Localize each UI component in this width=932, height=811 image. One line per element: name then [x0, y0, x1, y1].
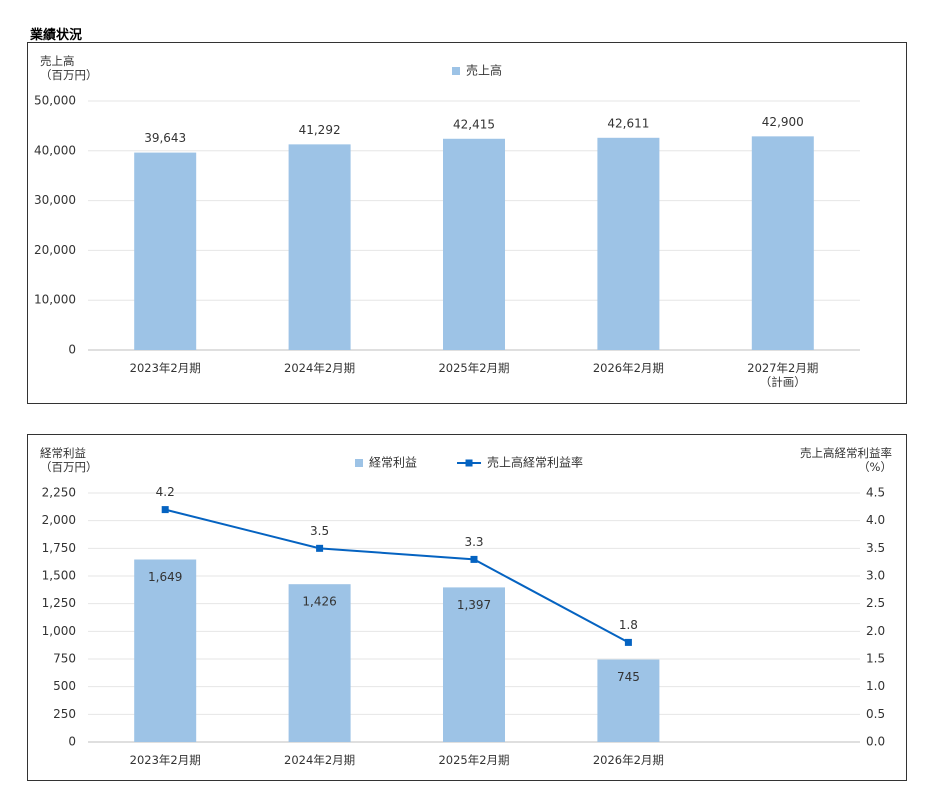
- y-tick-label: 30,000: [34, 193, 76, 207]
- page-heading: 業績状況: [30, 28, 83, 43]
- data-label: 1,649: [148, 570, 182, 584]
- x-tick-label: 2025年2月期: [438, 753, 510, 767]
- bar: [134, 559, 197, 742]
- y-axis-label: 経常利益 （百万円）: [40, 446, 98, 474]
- x-tick-label: 2025年2月期: [438, 361, 510, 375]
- data-label: 42,611: [607, 116, 649, 130]
- y2-tick-label: 1.5: [866, 652, 885, 666]
- x-tick-label: 2024年2月期: [284, 361, 356, 375]
- y2-tick-label: 0.5: [866, 707, 885, 721]
- y-tick-label: 40,000: [34, 143, 76, 157]
- line-marker: [470, 555, 478, 563]
- y2-tick-label: 2.0: [866, 624, 885, 638]
- y-tick-label: 1,500: [42, 569, 76, 583]
- y-tick-label: 10,000: [34, 293, 76, 307]
- y2-axis-label: 売上高経常利益率 （%）: [800, 446, 892, 474]
- y-tick-label: 750: [53, 652, 76, 666]
- line: [164, 508, 629, 644]
- y-tick-label: 1,750: [42, 541, 76, 555]
- y2-tick-label: 3.0: [866, 569, 885, 583]
- chart-frame: [27, 434, 907, 781]
- data-label: 1.8: [619, 618, 638, 632]
- bar: [288, 584, 351, 742]
- data-label: 3.3: [464, 535, 483, 549]
- data-label: 1,426: [302, 595, 336, 609]
- y-tick-label: 500: [53, 679, 76, 693]
- bar: [288, 144, 351, 350]
- y2-tick-label: 4.5: [866, 486, 885, 500]
- y-axis-label: 売上高 （百万円）: [40, 54, 98, 82]
- y-tick-label: 1,000: [42, 624, 76, 638]
- line-marker: [316, 544, 324, 552]
- y-tick-label: 50,000: [34, 94, 76, 108]
- y2-tick-label: 3.5: [866, 541, 885, 555]
- y-tick-label: 20,000: [34, 243, 76, 257]
- y2-tick-label: 0.0: [866, 735, 885, 749]
- x-tick-label: 2027年2月期 （計画）: [747, 361, 819, 389]
- x-tick-label: 2023年2月期: [129, 361, 201, 375]
- bar: [134, 152, 197, 350]
- data-label: 39,643: [144, 131, 186, 145]
- data-label: 1,397: [457, 598, 491, 612]
- legend-swatch: [355, 459, 363, 467]
- bar: [443, 587, 505, 742]
- y2-tick-label: 1.0: [866, 679, 885, 693]
- line-marker: [161, 506, 169, 514]
- data-label: 42,900: [762, 115, 804, 129]
- y2-tick-label: 4.0: [866, 513, 885, 527]
- bar: [597, 137, 660, 350]
- data-label: 41,292: [299, 123, 341, 137]
- data-label: 4.2: [156, 485, 175, 499]
- bar: [751, 136, 814, 350]
- y2-tick-label: 2.5: [866, 596, 885, 610]
- bar: [597, 659, 660, 742]
- x-tick-label: 2026年2月期: [592, 753, 664, 767]
- y-tick-label: 250: [53, 707, 76, 721]
- x-tick-label: 2023年2月期: [129, 753, 201, 767]
- y-tick-label: 2,250: [42, 486, 76, 500]
- x-tick-label: 2026年2月期: [592, 361, 664, 375]
- x-tick-label: 2024年2月期: [284, 753, 356, 767]
- legend-label: 経常利益: [369, 456, 417, 470]
- chart-frame: [27, 42, 907, 404]
- legend-marker: [465, 459, 473, 467]
- bar: [443, 138, 505, 350]
- data-label: 3.5: [310, 524, 329, 538]
- data-label: 745: [617, 670, 640, 684]
- y-tick-label: 1,250: [42, 596, 76, 610]
- legend-swatch: [452, 67, 460, 75]
- legend-label: 売上高経常利益率: [487, 455, 583, 470]
- data-label: 42,415: [453, 117, 495, 131]
- legend-label: 売上高: [466, 63, 502, 78]
- line-marker: [624, 638, 632, 646]
- y-tick-label: 2,000: [42, 513, 76, 527]
- y-tick-label: 0: [68, 735, 76, 749]
- y-tick-label: 0: [68, 343, 76, 357]
